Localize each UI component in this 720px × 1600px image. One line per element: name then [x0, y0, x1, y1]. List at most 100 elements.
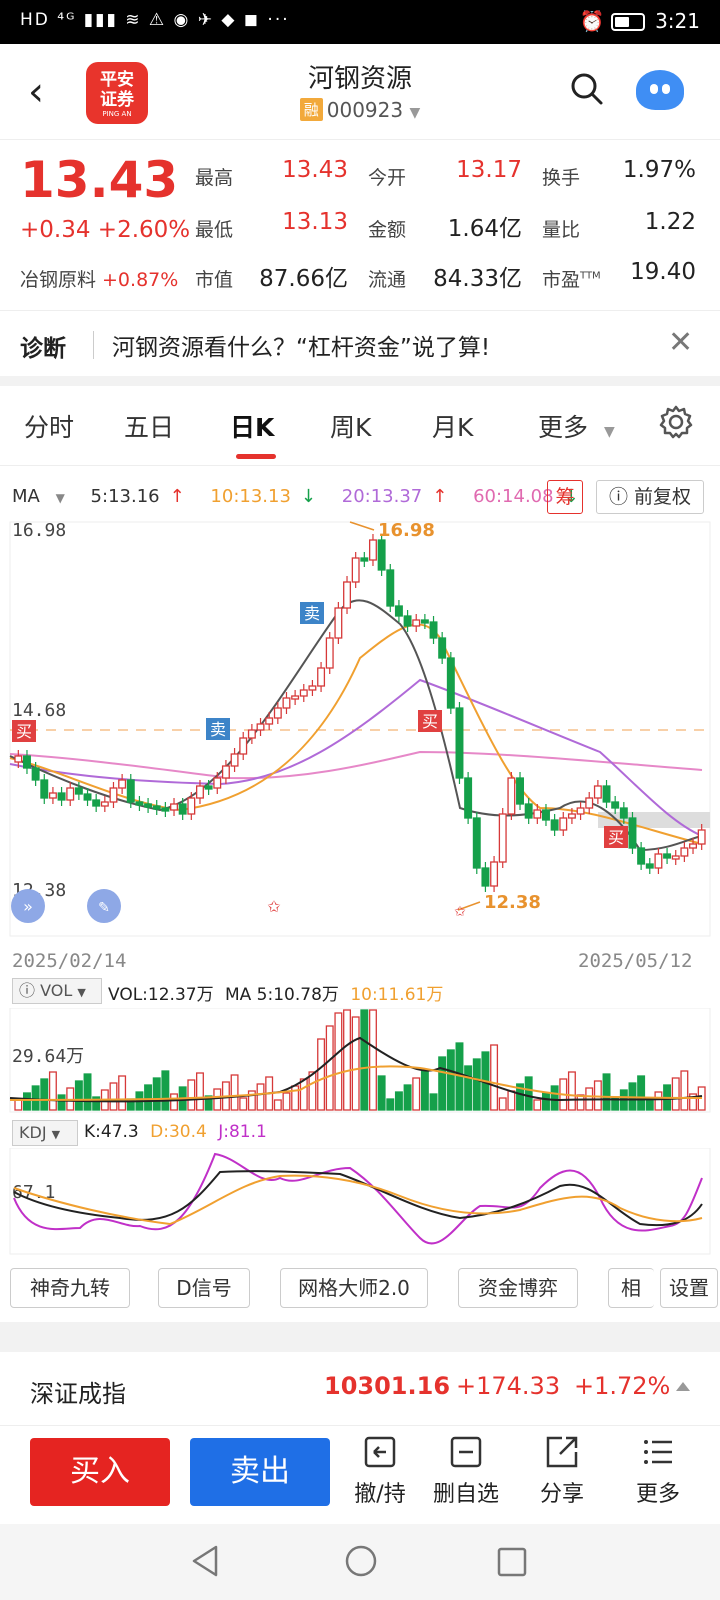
candle: [109, 787, 118, 803]
tab-intraday[interactable]: 分时: [24, 413, 75, 442]
tool-grid-master[interactable]: 网格大师2.0: [280, 1268, 428, 1308]
event-star-icon[interactable]: ✩: [454, 904, 466, 920]
ma20-line: [9, 678, 703, 837]
candle: [40, 779, 49, 799]
candle: [230, 753, 239, 767]
vol-axis-label: 29.64万: [12, 1046, 84, 1067]
volume-bar: [230, 1074, 239, 1111]
candle: [334, 607, 343, 639]
candle: [247, 729, 256, 739]
high-annotation: 16.98: [378, 520, 435, 541]
share-action[interactable]: 分享: [522, 1434, 602, 1508]
candle: [576, 807, 585, 815]
price-change: +0.34 +2.60%: [20, 217, 191, 243]
field-label: 换手: [542, 167, 581, 189]
candle: [325, 637, 334, 669]
candle: [516, 777, 525, 805]
kdj-indicator-selector[interactable]: KDJ ▼: [12, 1120, 78, 1146]
ma60-line: [9, 750, 703, 780]
drawing-tool-icon[interactable]: [87, 889, 121, 923]
candle: [637, 847, 646, 865]
tab-five-day[interactable]: 五日: [124, 413, 175, 442]
field-label: 今开: [368, 167, 407, 189]
assistant-robot-icon[interactable]: [636, 70, 684, 110]
volume-bar: [83, 1073, 92, 1111]
volume-bar: [152, 1077, 161, 1111]
buy-signal: [604, 826, 628, 848]
field-value: 19.40: [630, 259, 696, 285]
candle: [273, 707, 282, 719]
candle: [697, 829, 706, 845]
index-name: 深证成指: [30, 1380, 126, 1408]
tool-settings[interactable]: 设置: [660, 1268, 718, 1308]
search-icon[interactable]: [570, 72, 604, 106]
volume-bar: [507, 1090, 516, 1111]
status-right: ⏰ 3:21: [580, 9, 700, 33]
tab-weekly-k[interactable]: 周K: [330, 413, 372, 442]
candle: [377, 539, 386, 571]
volume-bar: [299, 1078, 308, 1111]
kdj-chart[interactable]: 67.1: [0, 1148, 720, 1258]
tool-similar[interactable]: 相似: [608, 1268, 654, 1308]
more-action[interactable]: 更多: [618, 1434, 698, 1508]
volume-bar: [195, 1072, 204, 1111]
sell-button[interactable]: 卖出: [190, 1438, 330, 1506]
adjust-mode-button[interactable]: ⓘ 前复权: [596, 480, 704, 514]
volume-chart[interactable]: 29.64万: [0, 1008, 720, 1114]
candle: [170, 803, 178, 811]
nav-back-icon[interactable]: [190, 1544, 220, 1578]
low-annotation: 12.38: [484, 892, 541, 913]
candle: [265, 717, 274, 725]
sector-change[interactable]: 冶钢原料 +0.87%: [20, 269, 179, 291]
field-label: 量比: [542, 219, 581, 241]
volume-bar: [308, 1071, 317, 1111]
candle: [48, 792, 57, 799]
ma-selector[interactable]: MA ▼: [12, 486, 65, 507]
candle: [161, 807, 170, 812]
cancel-order-icon: [364, 1436, 396, 1468]
volume-bar: [394, 1091, 403, 1111]
back-icon[interactable]: ‹: [28, 69, 44, 115]
volume-bar: [317, 1038, 326, 1111]
date-start: 2025/02/14: [12, 950, 127, 972]
candles: [14, 534, 706, 892]
diagnosis-banner[interactable]: 诊断 河钢资源看什么？“杠杆资金”说了算! ✕: [0, 310, 720, 376]
vol-indicator-selector[interactable]: ⓘ VOL ▼: [12, 978, 102, 1004]
tab-monthly-k[interactable]: 月K: [432, 413, 474, 442]
tab-daily-k[interactable]: 日K: [230, 413, 275, 442]
candle: [403, 615, 412, 627]
chip-distribution-button[interactable]: 筹: [547, 480, 583, 514]
tab-more[interactable]: 更多 ▼: [538, 413, 615, 442]
tool-magic-nine[interactable]: 神奇九转: [10, 1268, 130, 1308]
nav-recents-icon[interactable]: [496, 1546, 528, 1578]
broker-logo: 平安 证券 PING AN: [86, 62, 148, 124]
event-star-icon[interactable]: ✩: [267, 897, 281, 916]
tool-fund-game[interactable]: 资金博弈: [458, 1268, 578, 1308]
volume-bar: [351, 1016, 360, 1111]
volume-bar: [334, 1012, 343, 1111]
field-label: 市盈TTM: [542, 269, 601, 291]
clock: 3:21: [655, 9, 700, 33]
cancel-hold-action[interactable]: 撤/持: [340, 1434, 420, 1508]
candle: [187, 797, 196, 815]
close-icon[interactable]: ✕: [668, 325, 694, 360]
field-value: 84.33亿: [433, 266, 522, 292]
candle: [204, 785, 213, 790]
volume-bar: [92, 1096, 101, 1111]
expand-icon[interactable]: [11, 889, 45, 923]
candle: [533, 809, 542, 819]
stock-code-row[interactable]: 融 000923 ▼: [0, 98, 720, 122]
candle: [464, 777, 473, 819]
battery-icon: [611, 13, 646, 31]
index-ticker[interactable]: 深证成指 10301.16 +174.33 +1.72%: [0, 1352, 720, 1426]
gear-icon[interactable]: [658, 404, 694, 440]
candle: [542, 809, 550, 821]
chevron-up-icon[interactable]: [676, 1382, 690, 1391]
chevron-down-icon: ▼: [409, 105, 421, 121]
candlestick-chart[interactable]: 卖 卖 买 买 买 16.98 14.68 12.38 16.98 12.38 …: [0, 518, 720, 942]
candle: [66, 787, 75, 801]
buy-button[interactable]: 买入: [30, 1438, 170, 1506]
nav-home-icon[interactable]: [344, 1544, 378, 1578]
remove-watchlist-action[interactable]: 删自选: [426, 1434, 506, 1508]
tool-d-signal[interactable]: D信号: [158, 1268, 250, 1308]
